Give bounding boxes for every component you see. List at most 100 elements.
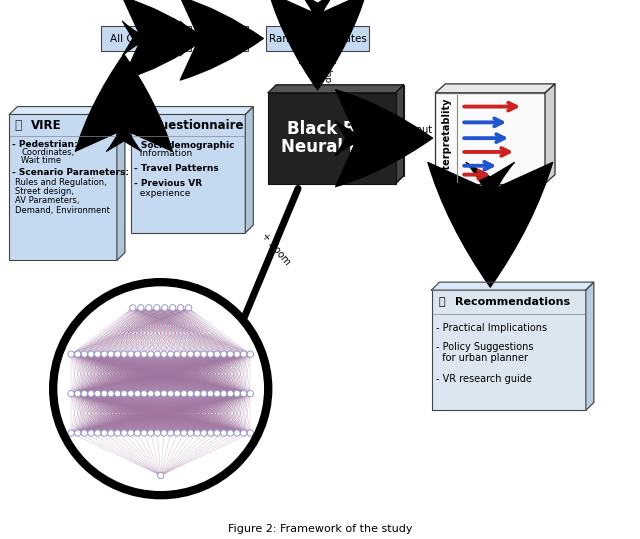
Circle shape (108, 351, 114, 357)
Circle shape (234, 351, 240, 357)
Circle shape (177, 305, 184, 311)
Circle shape (214, 430, 220, 436)
Circle shape (247, 430, 253, 436)
Circle shape (154, 305, 160, 311)
Circle shape (207, 390, 214, 397)
Text: Ranked Covariates: Ranked Covariates (269, 33, 367, 44)
Circle shape (188, 390, 194, 397)
Polygon shape (431, 282, 594, 290)
Circle shape (247, 390, 253, 397)
Circle shape (134, 351, 141, 357)
Circle shape (127, 430, 134, 436)
Circle shape (201, 351, 207, 357)
Circle shape (188, 430, 194, 436)
Circle shape (88, 351, 94, 357)
Circle shape (74, 390, 81, 397)
Bar (431, 290, 586, 410)
Circle shape (227, 430, 234, 436)
Circle shape (221, 390, 227, 397)
Circle shape (247, 351, 253, 357)
Circle shape (214, 390, 220, 397)
Circle shape (101, 390, 108, 397)
Bar (10, 114, 117, 260)
Circle shape (227, 390, 234, 397)
Text: Neural Net: Neural Net (282, 138, 383, 156)
Text: Relief: Relief (214, 33, 243, 44)
Text: Coordinates,: Coordinates, (21, 148, 74, 157)
Text: Top n: Top n (306, 53, 330, 62)
Circle shape (168, 430, 174, 436)
Circle shape (115, 351, 121, 357)
Circle shape (130, 305, 136, 311)
Circle shape (207, 351, 214, 357)
Circle shape (194, 351, 200, 357)
Circle shape (74, 351, 81, 357)
Circle shape (201, 430, 207, 436)
Text: ⛰: ⛰ (14, 119, 22, 132)
Text: - Travel Patterns: - Travel Patterns (134, 164, 219, 173)
Circle shape (81, 351, 88, 357)
Text: All Covariates: All Covariates (109, 33, 182, 44)
Circle shape (154, 430, 161, 436)
Circle shape (161, 430, 167, 436)
Circle shape (81, 390, 88, 397)
Circle shape (121, 390, 127, 397)
Text: Rules and Regulation,: Rules and Regulation, (15, 178, 107, 187)
Circle shape (53, 282, 268, 495)
Circle shape (68, 430, 74, 436)
Text: Black Box: Black Box (287, 120, 378, 139)
Text: Demand, Environment: Demand, Environment (15, 206, 110, 215)
Circle shape (88, 430, 94, 436)
Bar (101, 26, 191, 51)
Polygon shape (396, 85, 404, 183)
Text: Wait time: Wait time (21, 156, 61, 165)
Circle shape (227, 351, 234, 357)
Circle shape (154, 390, 161, 397)
Text: - Pedestrian:: - Pedestrian: (12, 140, 78, 149)
Circle shape (161, 305, 168, 311)
Circle shape (234, 430, 240, 436)
Circle shape (180, 351, 187, 357)
Circle shape (207, 430, 214, 436)
Text: - Sociodemographic: - Sociodemographic (134, 141, 234, 149)
Text: - Practical Implications: - Practical Implications (436, 322, 548, 333)
Polygon shape (117, 107, 125, 260)
Text: AV Parameters,: AV Parameters, (15, 196, 80, 205)
Circle shape (148, 430, 154, 436)
Circle shape (138, 305, 144, 311)
Circle shape (141, 390, 147, 397)
Circle shape (95, 390, 101, 397)
Text: Figure 2: Framework of the study: Figure 2: Framework of the study (228, 524, 412, 534)
Text: + Zoom: + Zoom (259, 231, 292, 267)
Circle shape (101, 430, 108, 436)
Circle shape (186, 305, 192, 311)
Circle shape (201, 390, 207, 397)
Text: 📋: 📋 (438, 297, 445, 307)
Circle shape (115, 430, 121, 436)
Circle shape (234, 390, 240, 397)
Circle shape (81, 430, 88, 436)
Circle shape (68, 390, 74, 397)
Circle shape (74, 430, 81, 436)
Circle shape (241, 390, 247, 397)
Circle shape (157, 472, 164, 479)
Circle shape (95, 430, 101, 436)
Bar (435, 93, 545, 183)
Circle shape (148, 390, 154, 397)
Polygon shape (545, 84, 555, 183)
Circle shape (68, 351, 74, 357)
Circle shape (221, 430, 227, 436)
Circle shape (134, 430, 141, 436)
Circle shape (88, 390, 94, 397)
Text: Interpretablity: Interpretablity (442, 98, 451, 179)
Bar (131, 114, 245, 233)
Circle shape (221, 351, 227, 357)
Polygon shape (10, 107, 125, 114)
Bar (276, 85, 404, 176)
Circle shape (214, 351, 220, 357)
Circle shape (194, 390, 200, 397)
Text: experience: experience (134, 189, 190, 198)
Circle shape (188, 351, 194, 357)
Bar (209, 26, 248, 51)
Circle shape (170, 305, 176, 311)
